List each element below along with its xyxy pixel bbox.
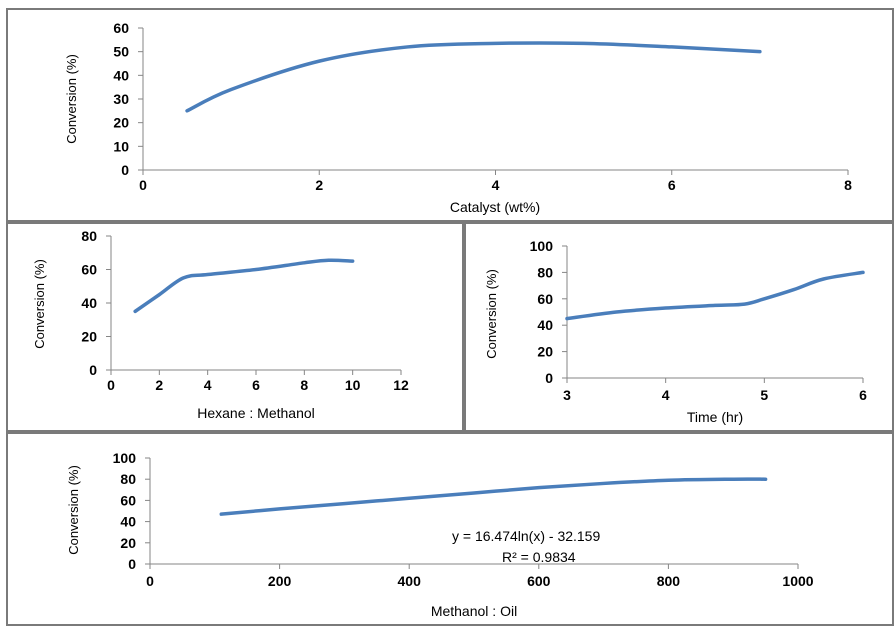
x-tick-label: 400 — [398, 573, 422, 589]
x-tick-label: 4 — [662, 387, 670, 403]
chart-panel-hexane-methanol: 0 20 40 60 80 0 2 4 6 8 10 12 Hexane : Methanol Conve… — [6, 222, 464, 432]
y-tick-label: 20 — [113, 115, 129, 131]
y-tick-label: 40 — [120, 514, 136, 530]
x-tick-label: 6 — [859, 387, 867, 403]
y-tick-label: 0 — [545, 370, 553, 386]
x-tick-label: 6 — [252, 377, 260, 393]
y-tick-label: 40 — [81, 295, 97, 311]
x-tick-label: 2 — [315, 177, 323, 193]
r-squared-label: R² = 0.9834 — [502, 549, 576, 565]
y-tick-label: 20 — [81, 329, 97, 345]
x-tick-label: 12 — [393, 377, 409, 393]
y-tick-label: 60 — [81, 262, 97, 278]
x-tick-label: 600 — [527, 573, 551, 589]
y-tick-label: 30 — [113, 91, 129, 107]
x-tick-label: 0 — [146, 573, 154, 589]
x-tick-label: 1000 — [782, 573, 813, 589]
x-axis-label: Hexane : Methanol — [197, 405, 315, 421]
x-tick-label: 8 — [300, 377, 308, 393]
x-tick-label: 2 — [155, 377, 163, 393]
y-tick-label: 100 — [113, 450, 137, 466]
x-tick-label: 0 — [107, 377, 115, 393]
trendline-equation: y = 16.474ln(x) - 32.159 — [452, 528, 600, 544]
y-axis-label: Conversion (%) — [66, 465, 81, 555]
y-tick-label: 40 — [113, 67, 129, 83]
chart-panel-catalyst: 0 10 20 30 40 50 60 0 2 4 6 8 Catalyst (wt%) Conversi… — [6, 8, 894, 222]
series-line — [133, 258, 355, 314]
y-tick-label: 60 — [113, 20, 129, 36]
y-tick-label: 60 — [120, 492, 136, 508]
y-tick-label: 40 — [537, 317, 553, 333]
x-tick-label: 5 — [760, 387, 768, 403]
y-tick-label: 50 — [113, 44, 129, 60]
y-axis-label: Conversion (%) — [32, 259, 47, 349]
y-tick-label: 10 — [113, 138, 129, 154]
x-tick-label: 800 — [657, 573, 681, 589]
x-axis-label: Catalyst (wt%) — [450, 199, 540, 215]
y-tick-label: 0 — [89, 362, 97, 378]
y-axis-label: Conversion (%) — [64, 54, 79, 144]
chart-panel-methanol-oil: 0 20 40 60 80 100 0 200 400 600 800 1000 Methanol : … — [6, 432, 894, 626]
x-axis-label: Time (hr) — [687, 409, 743, 425]
chart-time: 0 20 40 60 80 100 3 4 5 6 Time (hr) Conversion (%) — [484, 238, 867, 425]
y-tick-label: 80 — [81, 228, 97, 244]
y-tick-label: 100 — [530, 238, 554, 254]
chart-catalyst: 0 10 20 30 40 50 60 0 2 4 6 8 Catalyst (wt%) Conversi… — [64, 20, 852, 215]
y-tick-label: 0 — [121, 162, 129, 178]
x-tick-label: 10 — [345, 377, 361, 393]
y-axis-label: Conversion (%) — [484, 269, 499, 359]
y-tick-label: 20 — [537, 344, 553, 360]
chart-hexane-methanol: 0 20 40 60 80 0 2 4 6 8 10 12 Hexane : Methanol Conve… — [32, 228, 409, 421]
x-tick-label: 4 — [492, 177, 500, 193]
x-axis-label: Methanol : Oil — [431, 603, 517, 619]
x-tick-label: 8 — [844, 177, 852, 193]
x-tick-label: 200 — [268, 573, 292, 589]
y-tick-label: 0 — [128, 556, 136, 572]
y-tick-label: 60 — [537, 291, 553, 307]
x-tick-label: 0 — [139, 177, 147, 193]
x-tick-label: 4 — [204, 377, 212, 393]
y-tick-label: 80 — [120, 471, 136, 487]
x-tick-label: 3 — [563, 387, 571, 403]
y-tick-label: 80 — [537, 264, 553, 280]
chart-panel-time: 0 20 40 60 80 100 3 4 5 6 Time (hr) Conversion (%) — [464, 222, 894, 432]
y-tick-label: 20 — [120, 535, 136, 551]
x-tick-label: 6 — [668, 177, 676, 193]
series-line — [565, 270, 865, 321]
series-line — [185, 41, 762, 113]
series-line — [219, 477, 768, 516]
